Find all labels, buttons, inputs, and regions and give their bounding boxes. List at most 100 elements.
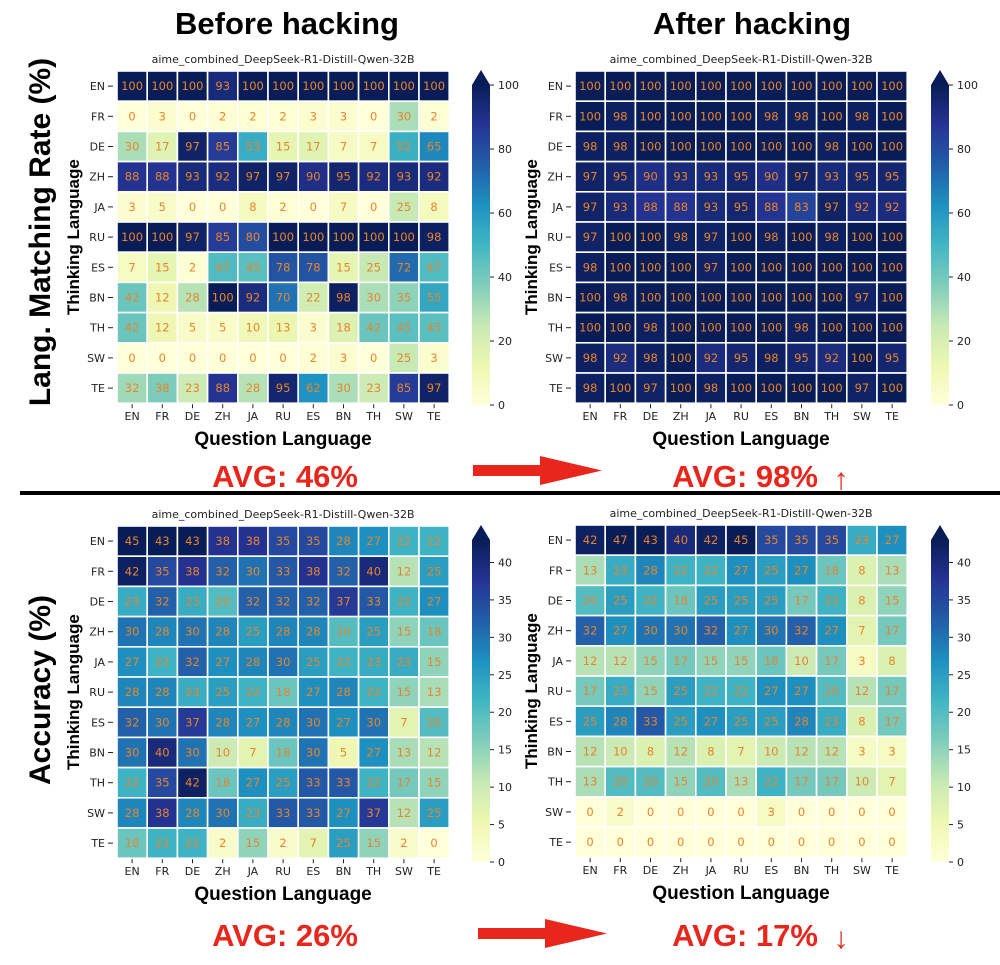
cell-value-label: 7: [340, 200, 347, 214]
colorbar-tick-label: 80: [957, 143, 971, 156]
cell-value-label: 35: [306, 534, 321, 548]
x-tick-label: EN: [125, 410, 140, 423]
cell-value-label: 12: [613, 654, 628, 668]
cell-value-label: 95: [613, 170, 628, 184]
cell-value-label: 25: [397, 200, 412, 214]
heatmap-cell: [876, 130, 909, 163]
cell-value-label: 0: [370, 351, 377, 365]
heatmap-panel-accuracy-before: aime_combined_DeepSeek-R1-Distill-Qwen-3…: [64, 508, 512, 905]
cell-value-label: 8: [858, 563, 865, 577]
cell-value-label: 15: [427, 655, 442, 669]
cell-value-label: 72: [397, 260, 412, 274]
cell-value-label: 93: [704, 200, 719, 214]
cell-value-label: 30: [185, 625, 200, 639]
heatmap-cell: [574, 826, 607, 859]
cell-value-label: 95: [734, 200, 749, 214]
y-tick-label: SW: [87, 807, 105, 820]
y-tick-label: ZH: [547, 171, 563, 184]
cell-value-label: 3: [888, 745, 895, 759]
heatmap-cell: [387, 796, 420, 829]
heatmap-cell: [357, 676, 390, 709]
cell-value-label: 97: [824, 200, 839, 214]
heatmap-cell: [845, 614, 878, 647]
cell-value-label: 100: [640, 109, 662, 123]
cell-value-label: 30: [155, 715, 170, 729]
x-tick-label: TH: [823, 864, 839, 877]
heatmap-title: aime_combined_DeepSeek-R1-Distill-Qwen-3…: [152, 53, 415, 66]
cell-value-label: 97: [276, 170, 291, 184]
cell-value-label: 22: [185, 836, 200, 850]
heatmap-cell: [357, 341, 390, 374]
cell-value-label: 97: [704, 230, 719, 244]
cell-value-label: 23: [366, 655, 381, 669]
cell-value-label: 15: [366, 836, 381, 850]
x-tick-label: ES: [764, 410, 778, 423]
cell-value-label: 20: [336, 625, 351, 639]
cell-value-label: 23: [185, 381, 200, 395]
heatmap-cell: [755, 100, 788, 133]
x-tick-label: BN: [336, 865, 352, 878]
cell-value-label: 32: [215, 564, 230, 578]
y-tick-label: SW: [87, 352, 105, 365]
colorbar-tick-label: 40: [498, 556, 512, 569]
cell-value-label: 100: [760, 291, 782, 305]
cell-value-label: 17: [673, 654, 688, 668]
cell-value-label: 12: [397, 564, 412, 578]
colorbar: 0 20 40 60 80 100: [931, 70, 978, 412]
y-axis-label: Thinking Language: [64, 159, 83, 315]
cell-value-label: 2: [310, 351, 317, 365]
cell-value-label: 25: [306, 655, 321, 669]
cell-value-label: 100: [791, 260, 813, 274]
x-tick-label: JA: [247, 410, 259, 423]
cell-value-label: 100: [151, 230, 173, 244]
heatmap-cell: [206, 766, 239, 799]
heatmap-cell: [327, 706, 360, 739]
cell-value-label: 100: [760, 140, 782, 154]
y-tick-label: FR: [91, 110, 105, 123]
colorbar-tick-label: 15: [957, 744, 971, 757]
cell-value-label: 28: [155, 685, 170, 699]
cell-value-label: 7: [858, 624, 865, 638]
cell-value-label: 100: [760, 79, 782, 93]
cell-value-label: 98: [427, 230, 442, 244]
y-tick-label: DE: [548, 141, 563, 154]
y-tick-label: JA: [551, 655, 563, 668]
cell-value-label: 100: [851, 351, 873, 365]
cell-value-label: 97: [855, 291, 870, 305]
heatmap-cell: [694, 584, 727, 617]
cell-value-label: 32: [794, 624, 809, 638]
cell-value-label: 12: [397, 806, 412, 820]
y-tick-label: FR: [549, 564, 563, 577]
cell-value-label: 42: [125, 321, 140, 335]
cell-value-label: 37: [336, 595, 351, 609]
cell-value-label: 95: [885, 170, 900, 184]
cell-value-label: 98: [336, 291, 351, 305]
cell-value-label: 78: [306, 260, 321, 274]
cell-value-label: 100: [333, 79, 355, 93]
cell-value-label: 90: [643, 170, 658, 184]
heatmap-cell: [664, 221, 697, 254]
y-tick-label: DE: [90, 141, 105, 154]
cell-value-label: 18: [125, 836, 140, 850]
x-axis-label: Question Language: [652, 429, 829, 450]
cell-value-label: 15: [336, 260, 351, 274]
cell-value-label: 0: [858, 805, 865, 819]
heatmap-cell: [876, 191, 909, 223]
cell-value-label: 100: [670, 291, 692, 305]
cell-value-label: 27: [246, 776, 261, 790]
cell-value-label: 12: [155, 321, 170, 335]
cell-value-label: 100: [791, 230, 813, 244]
cell-value-label: 22: [155, 655, 170, 669]
cell-value-label: 30: [764, 624, 779, 638]
colorbar-extend-triangle: [931, 70, 949, 85]
heatmap-cell: [694, 705, 727, 738]
heatmap-cell: [815, 221, 848, 254]
cell-value-label: 30: [185, 746, 200, 760]
cell-value-label: 93: [397, 170, 412, 184]
y-tick-label: SW: [545, 352, 563, 365]
cell-value-label: 3: [310, 321, 317, 335]
cell-value-label: 0: [707, 835, 714, 849]
cell-value-label: 100: [640, 79, 662, 93]
heatmap-cell: [418, 525, 451, 558]
y-tick-label: RU: [547, 231, 563, 244]
